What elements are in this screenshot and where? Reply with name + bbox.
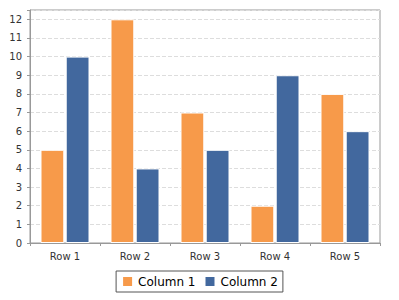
svg-text:5: 5 [16,144,22,155]
svg-text:Column 1: Column 1 [138,275,195,289]
svg-text:2: 2 [16,200,22,211]
svg-text:3: 3 [16,182,22,193]
svg-text:Row 1: Row 1 [50,251,80,262]
svg-text:8: 8 [16,88,22,99]
svg-text:0: 0 [16,238,22,249]
svg-text:Row 2: Row 2 [120,251,150,262]
svg-text:Row 3: Row 3 [190,251,220,262]
svg-text:Column 2: Column 2 [221,275,278,289]
svg-text:6: 6 [16,126,22,137]
svg-text:4: 4 [16,163,22,174]
svg-text:7: 7 [16,107,22,118]
svg-text:11: 11 [9,32,22,43]
svg-text:Row 4: Row 4 [260,251,290,262]
svg-text:9: 9 [16,70,22,81]
svg-text:12: 12 [9,14,22,25]
svg-text:10: 10 [9,51,22,62]
svg-text:Row 5: Row 5 [330,251,360,262]
svg-text:1: 1 [16,219,22,230]
